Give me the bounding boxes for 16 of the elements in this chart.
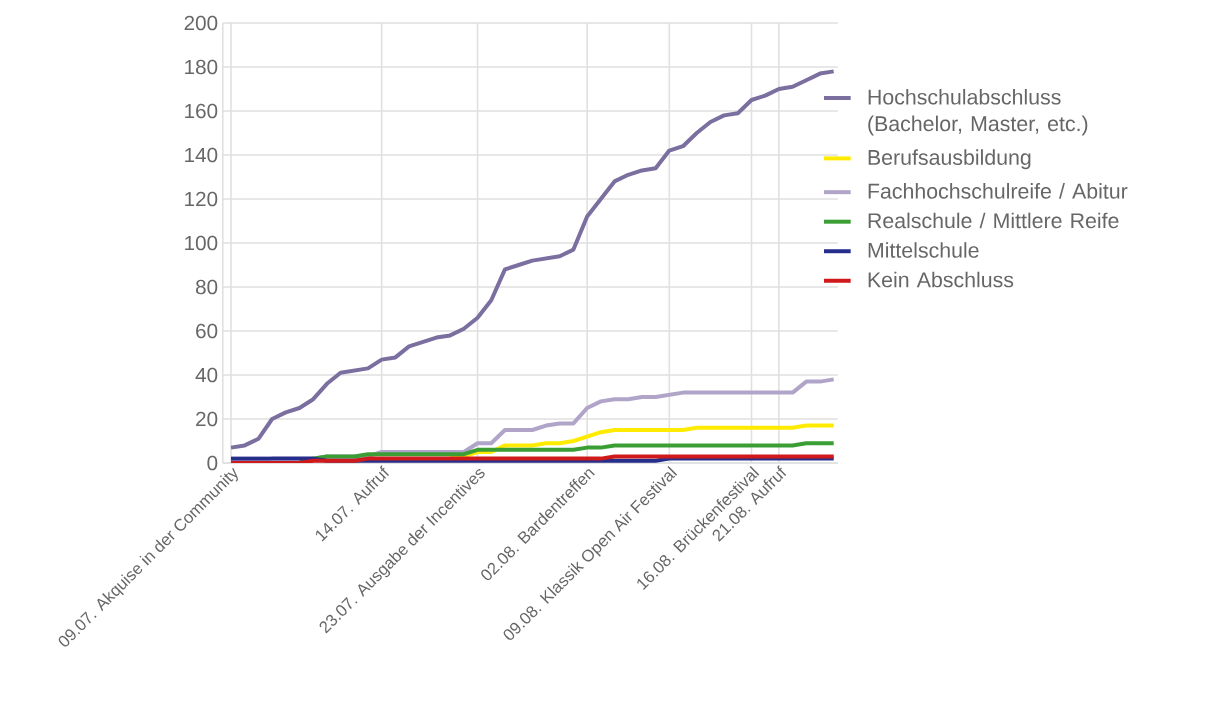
- y-tick-label: 160: [185, 103, 218, 119]
- legend-label: Fachhochschulreife / Abitur: [868, 183, 1128, 199]
- legend-label: Berufsausbildung: [868, 149, 1031, 170]
- legend-label: Hochschulabschluss (Bachelor, Master, etc.): [868, 88, 1088, 136]
- legend-label: Realschule / Mittlere Reife: [868, 212, 1119, 229]
- y-tick-label: 40: [195, 367, 218, 383]
- y-tick-label: 60: [196, 323, 218, 339]
- y-tick-label: 120: [185, 191, 218, 207]
- y-tick-label: 140: [185, 147, 218, 163]
- y-tick-label: 20: [196, 411, 218, 427]
- y-tick-label: 100: [185, 235, 218, 251]
- y-tick-label: 200: [184, 15, 218, 31]
- y-tick-label: 80: [195, 279, 218, 295]
- y-tick-label: 180: [185, 59, 218, 75]
- legend-label: Kein Abschluss: [868, 271, 1014, 288]
- legend-label: Mittelschule: [868, 242, 979, 258]
